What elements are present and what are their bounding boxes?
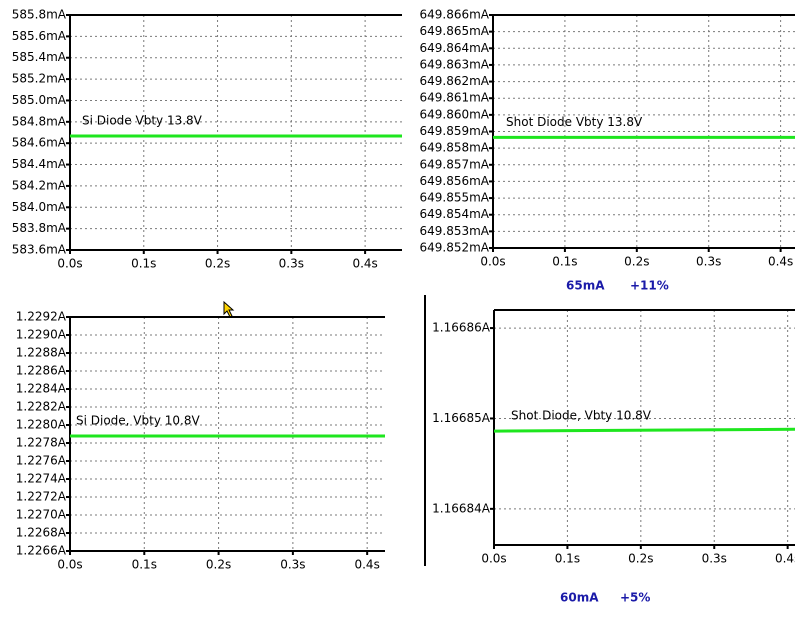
x-tick-label: 0.3s bbox=[696, 255, 721, 269]
y-tick-label: 584.6mA bbox=[12, 136, 67, 150]
y-tick-label: 649.855mA bbox=[419, 191, 489, 205]
x-tick-label: 0.2s bbox=[206, 558, 231, 572]
y-tick-label: 1.2276A bbox=[16, 454, 67, 468]
y-tick-label: 585.0mA bbox=[12, 93, 67, 107]
x-tick-label: 0.2s bbox=[205, 257, 230, 271]
y-tick-label: 1.2266A bbox=[16, 544, 67, 558]
y-tick-label: 585.6mA bbox=[12, 29, 67, 43]
trace-label: Shot Diode Vbty 13.8V bbox=[506, 115, 643, 129]
x-tick-label: 0.3s bbox=[279, 257, 304, 271]
y-tick-label: 585.2mA bbox=[12, 72, 67, 86]
x-tick-label: 0.1s bbox=[132, 558, 157, 572]
y-tick-label: 1.2280A bbox=[16, 418, 67, 432]
y-tick-label: 1.2290A bbox=[16, 328, 67, 342]
x-tick-label: 0.1s bbox=[555, 552, 580, 566]
y-tick-label: 649.861mA bbox=[419, 91, 489, 105]
y-tick-label: 649.863mA bbox=[419, 57, 489, 71]
y-tick-label: 1.2278A bbox=[16, 436, 67, 450]
note: +5% bbox=[620, 591, 650, 605]
y-tick-label: 649.856mA bbox=[419, 174, 489, 188]
y-tick-label: 649.858mA bbox=[419, 141, 489, 155]
y-tick-label: 649.865mA bbox=[419, 24, 489, 38]
y-tick-label: 1.2292A bbox=[16, 310, 67, 324]
y-tick-label: 585.8mA bbox=[12, 8, 67, 22]
x-tick-label: 0.0s bbox=[57, 257, 82, 271]
trace-label: Si Diode Vbty 13.8V bbox=[82, 114, 203, 128]
cursor bbox=[223, 300, 235, 318]
y-tick-label: 1.16685A bbox=[432, 411, 491, 425]
y-tick-label: 649.866mA bbox=[419, 8, 489, 22]
x-tick-label: 0.3s bbox=[280, 558, 305, 572]
x-tick-label: 0.4s bbox=[775, 552, 795, 566]
x-tick-label: 0.4s bbox=[354, 558, 379, 572]
y-tick-label: 584.4mA bbox=[12, 157, 67, 171]
trace-label: Si Diode, Vbty 10.8V bbox=[76, 413, 200, 427]
y-tick-label: 1.2268A bbox=[16, 526, 67, 540]
y-tick-label: 584.0mA bbox=[12, 200, 67, 214]
y-tick-label: 649.853mA bbox=[419, 224, 489, 238]
x-tick-label: 0.1s bbox=[131, 257, 156, 271]
y-tick-label: 649.864mA bbox=[419, 41, 489, 55]
y-tick-label: 584.8mA bbox=[12, 114, 67, 128]
y-tick-label: 1.2282A bbox=[16, 400, 67, 414]
x-tick-label: 0.3s bbox=[702, 552, 727, 566]
y-tick-label: 649.854mA bbox=[419, 207, 489, 221]
y-tick-label: 1.16686A bbox=[432, 321, 491, 335]
y-tick-label: 1.16684A bbox=[432, 501, 491, 515]
trace bbox=[493, 427, 795, 433]
y-tick-label: 649.862mA bbox=[419, 74, 489, 88]
trace-label: Shot Diode, Vbty 10.8V bbox=[511, 409, 652, 423]
y-tick-label: 649.860mA bbox=[419, 107, 489, 121]
x-tick-label: 0.0s bbox=[480, 255, 505, 269]
y-tick-label: 1.2274A bbox=[16, 472, 67, 486]
y-tick-label: 649.859mA bbox=[419, 124, 489, 138]
note: +11% bbox=[630, 279, 669, 293]
x-tick-label: 0.0s bbox=[481, 552, 506, 566]
y-tick-label: 1.2288A bbox=[16, 346, 67, 360]
x-tick-label: 0.2s bbox=[624, 255, 649, 269]
x-tick-label: 0.2s bbox=[628, 552, 653, 566]
y-tick-label: 1.2270A bbox=[16, 508, 67, 522]
note: 65mA bbox=[566, 279, 605, 293]
y-tick-label: 1.2272A bbox=[16, 490, 67, 504]
x-tick-label: 0.4s bbox=[352, 257, 377, 271]
y-tick-label: 583.6mA bbox=[12, 243, 67, 257]
y-tick-label: 583.8mA bbox=[12, 221, 67, 235]
x-tick-label: 0.1s bbox=[552, 255, 577, 269]
y-tick-label: 584.2mA bbox=[12, 178, 67, 192]
y-tick-label: 585.4mA bbox=[12, 50, 67, 64]
y-tick-label: 649.857mA bbox=[419, 157, 489, 171]
y-tick-label: 649.852mA bbox=[419, 241, 489, 255]
x-tick-label: 0.0s bbox=[57, 558, 82, 572]
x-tick-label: 0.4s bbox=[768, 255, 793, 269]
note: 60mA bbox=[560, 591, 599, 605]
y-tick-label: 1.2286A bbox=[16, 364, 67, 378]
y-tick-label: 1.2284A bbox=[16, 382, 67, 396]
